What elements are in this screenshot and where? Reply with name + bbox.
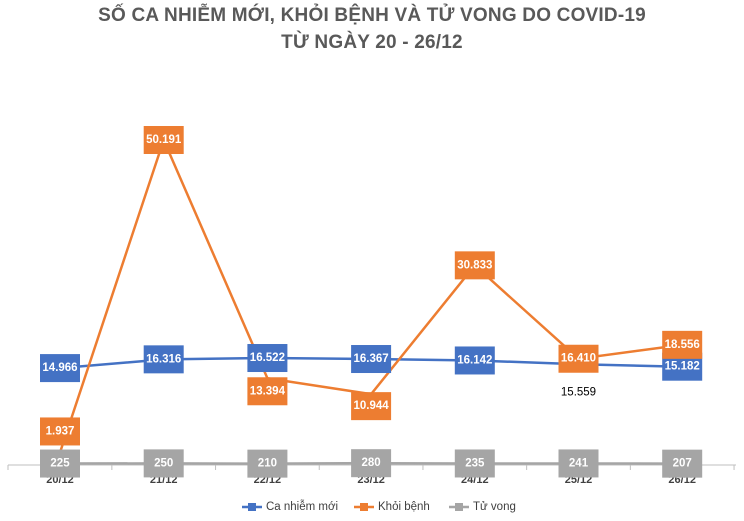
data-point-marker	[247, 377, 288, 406]
data-label: 207	[673, 458, 692, 470]
data-point-marker	[247, 449, 288, 478]
legend-label: Khỏi bệnh	[378, 501, 430, 513]
data-label: 250	[154, 457, 173, 469]
legend-marker	[360, 503, 368, 511]
data-point-marker	[558, 344, 599, 373]
data-label: 30.833	[457, 259, 492, 271]
data-label: 15.182	[665, 361, 700, 373]
data-point-marker	[40, 354, 80, 383]
data-point-marker	[662, 330, 703, 359]
data-point-marker	[143, 345, 184, 374]
data-label: 210	[258, 458, 277, 470]
data-label: 10.944	[354, 400, 390, 412]
data-label: 280	[362, 457, 381, 469]
data-label: 15.559	[561, 386, 596, 398]
data-label: 16.142	[457, 354, 492, 366]
data-point-marker	[454, 449, 495, 478]
data-label: 16.522	[250, 352, 285, 364]
chart-title: SỐ CA NHIỄM MỚI, KHỎI BỆNH VÀ TỬ VONG DO…	[98, 5, 646, 26]
data-point-marker	[351, 392, 392, 421]
data-point-marker	[143, 449, 184, 478]
data-point-marker	[143, 126, 184, 154]
data-point-marker	[40, 417, 80, 446]
data-point-marker	[662, 449, 703, 478]
data-point-marker	[558, 449, 599, 478]
legend-marker	[455, 503, 463, 511]
data-point-marker	[454, 346, 495, 375]
legend-label: Ca nhiễm mới	[266, 500, 338, 513]
legend-label: Tử vong	[473, 501, 516, 513]
data-label: 16.316	[146, 353, 181, 365]
data-point-marker	[454, 251, 495, 280]
data-label: 14.966	[42, 362, 77, 374]
data-point-marker	[351, 449, 392, 478]
data-label: 225	[50, 458, 70, 470]
data-point-marker	[40, 449, 80, 478]
data-label: 16.410	[561, 353, 596, 365]
data-label: 241	[569, 457, 589, 469]
data-label: 16.367	[354, 353, 389, 365]
data-label: 13.394	[250, 385, 286, 397]
data-point-marker	[351, 345, 392, 374]
data-label: 50.191	[146, 134, 182, 146]
legend-marker	[248, 503, 256, 511]
data-label: 18.556	[665, 339, 700, 351]
data-label: 235	[465, 457, 485, 469]
data-point-marker	[247, 344, 288, 373]
data-label: 1.937	[46, 425, 75, 437]
chart-subtitle: TỪ NGÀY 20 - 26/12	[281, 32, 463, 53]
